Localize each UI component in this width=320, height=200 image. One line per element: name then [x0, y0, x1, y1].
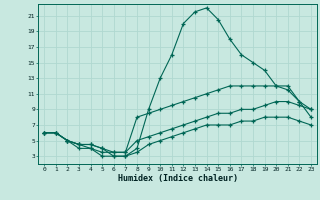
- X-axis label: Humidex (Indice chaleur): Humidex (Indice chaleur): [118, 174, 238, 183]
